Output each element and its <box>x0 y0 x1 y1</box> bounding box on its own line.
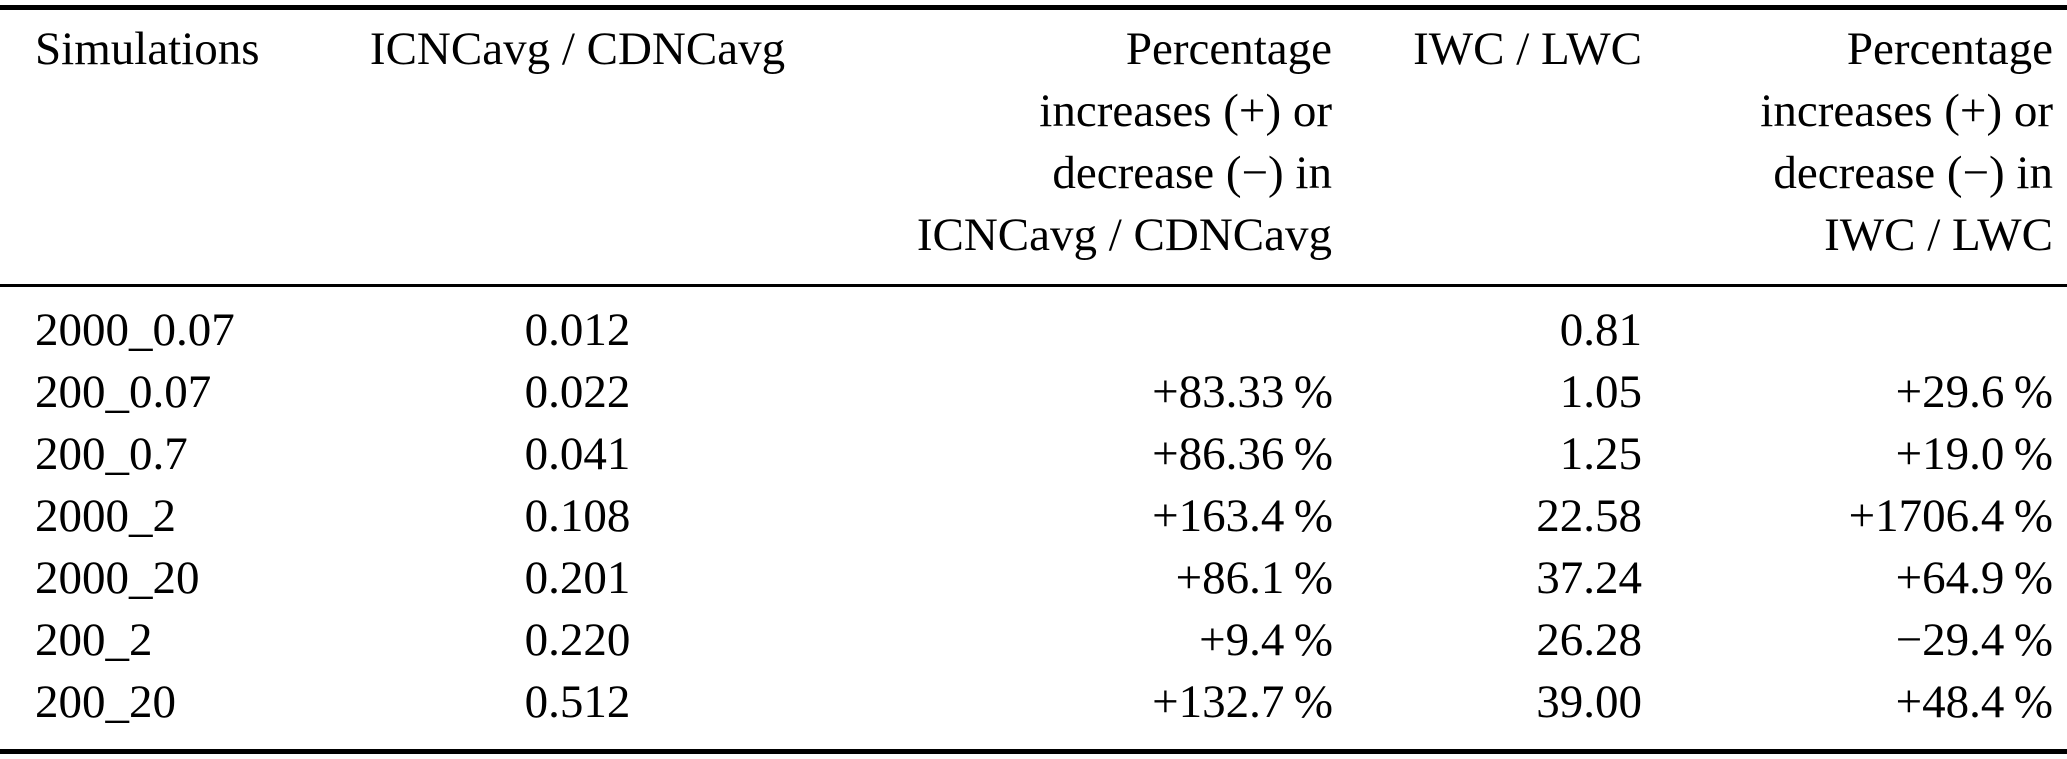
header-row: Simulations ICNCavg / CDNCavg Percentage… <box>0 7 2067 287</box>
col-header-line: Percentage <box>1125 23 1332 75</box>
cell-icncavg-cdncavg: 0.108 <box>524 490 631 542</box>
cell-iwc-lwc: 26.28 <box>1536 614 1642 666</box>
table-row: 2000_0.07 0.012 0.81 <box>0 286 2067 362</box>
col-header-line: ICNCavg / CDNCavg <box>916 209 1332 261</box>
col-header-iwc-lwc: IWC / LWC <box>1333 7 1648 287</box>
cell-pct-iwc-lwc: +1706.4 % <box>1848 490 2053 542</box>
cell-pct-icncavg-cdncavg: +132.7 % <box>1152 676 1333 728</box>
cell-icncavg-cdncavg: 0.022 <box>524 366 631 418</box>
col-header-icncavg-cdncavg: ICNCavg / CDNCavg <box>310 7 845 287</box>
cell-pct-iwc-lwc <box>1648 286 2067 362</box>
cell-iwc-lwc: 1.25 <box>1559 428 1642 480</box>
cell-pct-icncavg-cdncavg <box>845 286 1333 362</box>
col-header-pct-iwc-lwc: Percentage increases (+) or decrease (−)… <box>1648 7 2067 287</box>
cell-iwc-lwc: 39.00 <box>1536 676 1642 728</box>
table-row: 200_2 0.220 +9.4 % 26.28 −29.4 % <box>0 609 2067 671</box>
cell-simulation: 2000_0.07 <box>35 304 235 356</box>
col-header-line: increases (+) or <box>1760 85 2053 137</box>
table-body: 2000_0.07 0.012 0.81 200_0.07 0.022 +83.… <box>0 286 2067 752</box>
cell-icncavg-cdncavg: 0.041 <box>524 428 631 480</box>
cell-icncavg-cdncavg: 0.201 <box>524 552 631 604</box>
cell-iwc-lwc: 37.24 <box>1536 552 1642 604</box>
cell-iwc-lwc: 1.05 <box>1559 366 1642 418</box>
cell-icncavg-cdncavg: 0.012 <box>524 304 631 356</box>
table-header: Simulations ICNCavg / CDNCavg Percentage… <box>0 7 2067 287</box>
table-row: 200_0.7 0.041 +86.36 % 1.25 +19.0 % <box>0 423 2067 485</box>
cell-iwc-lwc: 0.81 <box>1559 304 1642 356</box>
col-header-line: Percentage <box>1846 23 2053 75</box>
cell-simulation: 200_2 <box>35 614 153 666</box>
cell-simulation: 200_0.7 <box>35 428 188 480</box>
cell-pct-iwc-lwc: +64.9 % <box>1895 552 2053 604</box>
cell-pct-iwc-lwc: +29.6 % <box>1895 366 2053 418</box>
table-row: 2000_20 0.201 +86.1 % 37.24 +64.9 % <box>0 547 2067 609</box>
cell-simulation: 2000_2 <box>35 490 176 542</box>
table-row: 2000_2 0.108 +163.4 % 22.58 +1706.4 % <box>0 485 2067 547</box>
cell-icncavg-cdncavg: 0.220 <box>524 614 631 666</box>
table-row: 200_20 0.512 +132.7 % 39.00 +48.4 % <box>0 671 2067 752</box>
cell-pct-icncavg-cdncavg: +9.4 % <box>1199 614 1333 666</box>
cell-pct-icncavg-cdncavg: +86.1 % <box>1175 552 1333 604</box>
cell-pct-icncavg-cdncavg: +83.33 % <box>1152 366 1333 418</box>
cell-simulation: 200_20 <box>35 676 176 728</box>
cell-icncavg-cdncavg: 0.512 <box>524 676 631 728</box>
cell-pct-icncavg-cdncavg: +86.36 % <box>1152 428 1333 480</box>
col-header-label: IWC / LWC <box>1413 23 1642 75</box>
cell-pct-iwc-lwc: −29.4 % <box>1895 614 2053 666</box>
col-header-simulations: Simulations <box>0 7 310 287</box>
cell-pct-iwc-lwc: +48.4 % <box>1895 676 2053 728</box>
cell-simulation: 2000_20 <box>35 552 200 604</box>
table-row: 200_0.07 0.022 +83.33 % 1.05 +29.6 % <box>0 361 2067 423</box>
cell-iwc-lwc: 22.58 <box>1536 490 1642 542</box>
cell-pct-icncavg-cdncavg: +163.4 % <box>1152 490 1333 542</box>
col-header-line: decrease (−) in <box>1773 147 2053 199</box>
col-header-line: increases (+) or <box>1039 85 1332 137</box>
col-header-label: Simulations <box>35 23 260 75</box>
results-table: Simulations ICNCavg / CDNCavg Percentage… <box>0 5 2067 754</box>
col-header-pct-icncavg-cdncavg: Percentage increases (+) or decrease (−)… <box>845 7 1333 287</box>
col-header-label: ICNCavg / CDNCavg <box>369 23 786 75</box>
col-header-line: IWC / LWC <box>1824 209 2053 261</box>
col-header-line: decrease (−) in <box>1052 147 1332 199</box>
cell-pct-iwc-lwc: +19.0 % <box>1895 428 2053 480</box>
cell-simulation: 200_0.07 <box>35 366 212 418</box>
